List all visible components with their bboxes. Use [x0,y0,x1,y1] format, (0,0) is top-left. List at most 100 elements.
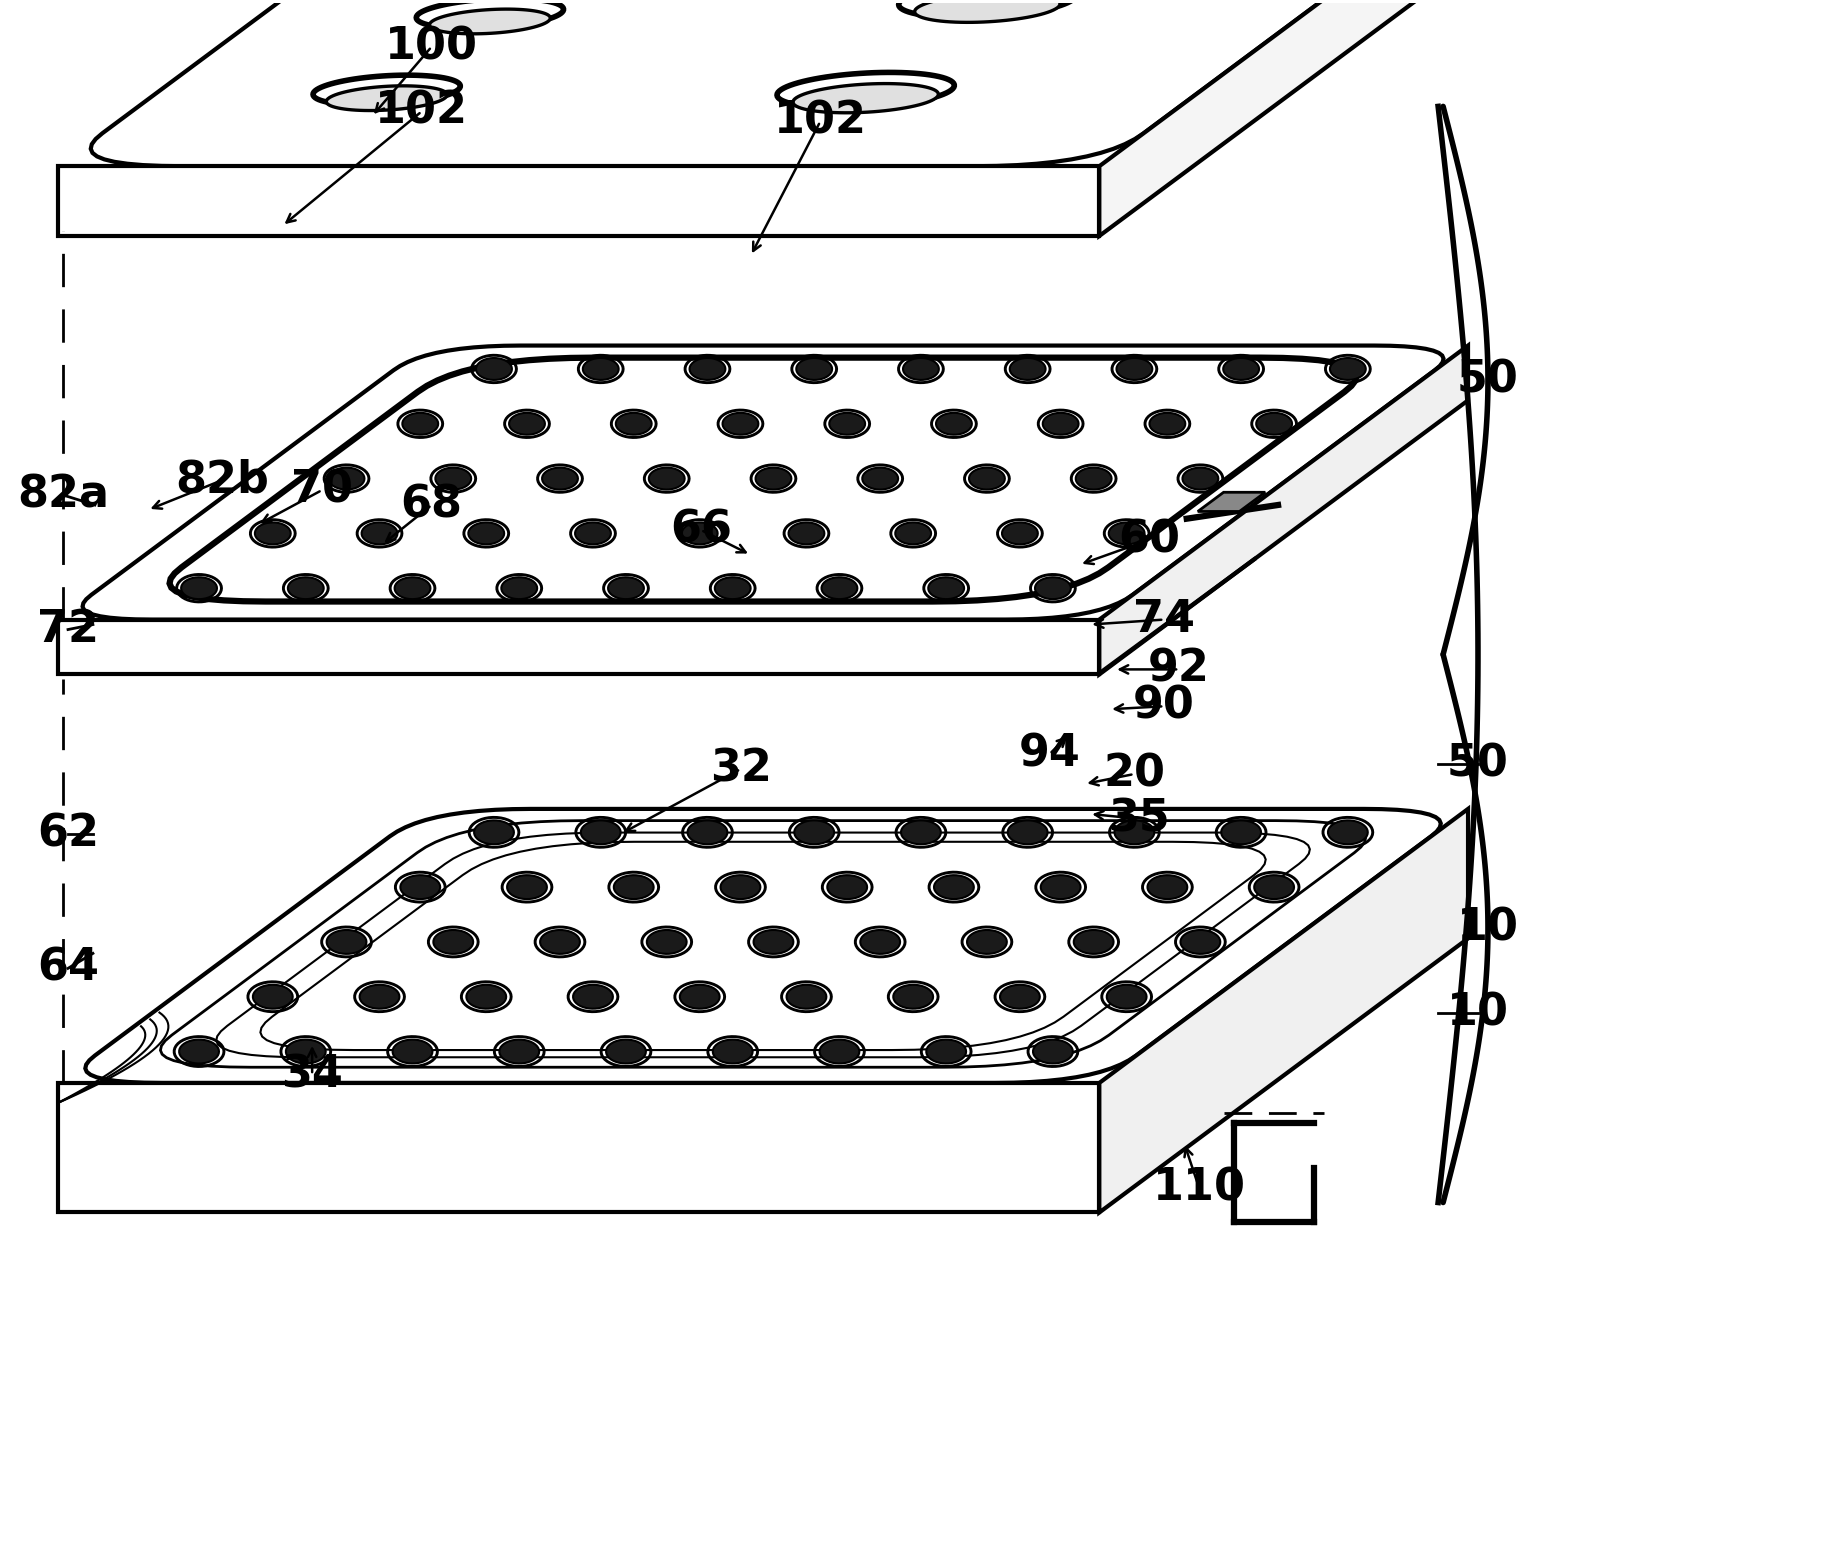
Polygon shape [754,931,794,954]
Text: 110: 110 [1152,1167,1246,1209]
Polygon shape [1033,1040,1074,1064]
Polygon shape [574,522,611,544]
Polygon shape [615,876,653,899]
Polygon shape [1099,809,1469,1212]
Polygon shape [254,522,291,544]
Polygon shape [170,358,1357,602]
Polygon shape [1035,577,1070,599]
Text: 10: 10 [1458,907,1518,949]
Polygon shape [181,577,218,599]
Polygon shape [647,931,686,954]
Polygon shape [540,931,580,954]
Polygon shape [898,0,1075,17]
Polygon shape [1008,821,1048,845]
Text: 64: 64 [37,946,99,990]
Polygon shape [252,985,293,1009]
Polygon shape [430,9,551,34]
Text: 34: 34 [282,1054,344,1096]
Polygon shape [1002,522,1037,544]
Polygon shape [508,413,545,435]
Polygon shape [179,1040,219,1064]
Polygon shape [605,1040,646,1064]
Polygon shape [715,577,750,599]
Polygon shape [1000,985,1041,1009]
Polygon shape [59,619,1099,674]
Text: 74: 74 [1134,597,1194,641]
Polygon shape [572,985,613,1009]
Polygon shape [607,577,644,599]
Polygon shape [541,468,578,490]
Polygon shape [819,1040,860,1064]
Polygon shape [1074,931,1114,954]
Polygon shape [476,358,512,380]
Polygon shape [402,413,439,435]
Polygon shape [649,468,684,490]
Polygon shape [861,468,898,490]
Polygon shape [1147,876,1187,899]
Polygon shape [1116,358,1152,380]
Text: 66: 66 [669,508,732,552]
Polygon shape [395,577,430,599]
Polygon shape [474,821,514,845]
Polygon shape [401,876,441,899]
Polygon shape [466,985,507,1009]
Polygon shape [59,1082,1099,1212]
Polygon shape [1149,413,1185,435]
Text: 50: 50 [1458,358,1518,402]
Polygon shape [713,1040,754,1064]
Polygon shape [82,346,1443,619]
Text: 102: 102 [774,100,867,142]
Polygon shape [896,522,931,544]
Polygon shape [969,468,1004,490]
Polygon shape [755,468,792,490]
Polygon shape [1183,468,1218,490]
Polygon shape [59,809,1469,1082]
Polygon shape [935,876,973,899]
Polygon shape [788,522,825,544]
Polygon shape [902,821,940,845]
Polygon shape [1330,358,1366,380]
Polygon shape [91,0,1436,166]
Polygon shape [1224,358,1258,380]
Polygon shape [904,358,938,380]
Text: 68: 68 [401,483,463,527]
Polygon shape [796,358,832,380]
Polygon shape [417,0,563,28]
Polygon shape [433,931,474,954]
Polygon shape [821,577,858,599]
Polygon shape [59,166,1099,236]
Polygon shape [468,522,505,544]
Text: 10: 10 [1447,992,1509,1035]
Text: 94: 94 [1019,732,1081,776]
Text: 82b: 82b [176,458,269,502]
Polygon shape [86,809,1441,1082]
Polygon shape [59,0,1469,166]
Text: 72: 72 [37,608,99,651]
Text: 70: 70 [291,469,353,511]
Text: 82a: 82a [16,474,110,516]
Polygon shape [925,1040,966,1064]
Polygon shape [285,1040,326,1064]
Polygon shape [1255,876,1295,899]
Text: 35: 35 [1108,798,1171,840]
Polygon shape [326,86,446,111]
Polygon shape [968,931,1006,954]
Polygon shape [1108,522,1145,544]
Polygon shape [499,1040,540,1064]
Polygon shape [583,358,618,380]
Polygon shape [794,821,834,845]
Polygon shape [721,876,761,899]
Polygon shape [1107,985,1147,1009]
Polygon shape [786,985,827,1009]
Polygon shape [287,577,324,599]
Text: 62: 62 [37,812,99,856]
Text: 90: 90 [1134,685,1194,727]
Polygon shape [688,821,728,845]
Text: 60: 60 [1118,518,1180,561]
Text: 32: 32 [710,748,772,790]
Text: 100: 100 [386,25,477,69]
Polygon shape [1010,358,1046,380]
Polygon shape [1114,821,1154,845]
Polygon shape [829,413,865,435]
Polygon shape [893,985,933,1009]
